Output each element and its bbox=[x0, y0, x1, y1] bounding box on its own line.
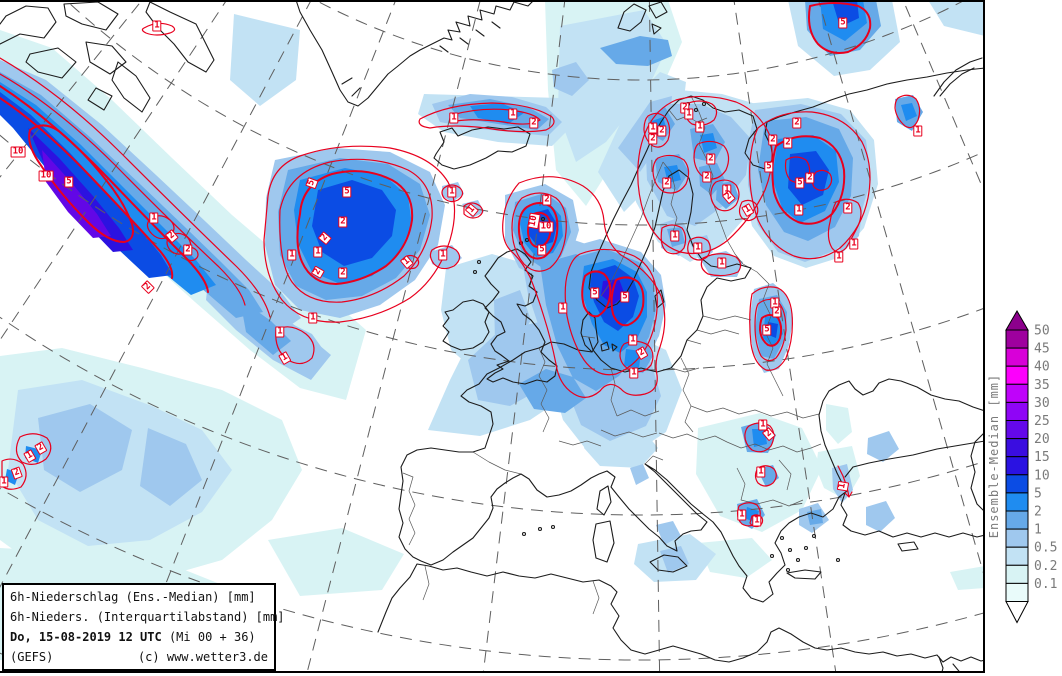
svg-text:2: 2 bbox=[1034, 505, 1042, 520]
precipitation-layer bbox=[0, 0, 985, 668]
svg-text:20: 20 bbox=[1034, 432, 1050, 447]
colorbar: 50 45 40 35 30 25 20 15 10 5 2 1 0.5 0.2 0.1 bbox=[1000, 308, 1062, 648]
svg-text:30: 30 bbox=[1034, 396, 1050, 411]
run-datetime: Do, 15-08-2019 12 UTC bbox=[10, 630, 162, 644]
svg-text:25: 25 bbox=[1034, 414, 1050, 429]
info-line-datetime: Do, 15-08-2019 12 UTC (Mi 00 + 36) bbox=[10, 630, 268, 644]
info-line-iqr: 6h-Nieders. (Interquartilabstand) [mm] bbox=[10, 610, 285, 624]
model-name: (GEFS) bbox=[10, 650, 54, 664]
svg-text:50: 50 bbox=[1034, 324, 1050, 339]
copyright: (c) www.wetter3.de bbox=[137, 650, 268, 664]
svg-text:0.2: 0.2 bbox=[1034, 559, 1057, 574]
forecast-step: (Mi 00 + 36) bbox=[168, 630, 256, 644]
svg-text:1: 1 bbox=[1034, 523, 1042, 538]
svg-text:0.1: 0.1 bbox=[1034, 577, 1057, 592]
svg-text:0.5: 0.5 bbox=[1034, 541, 1057, 556]
svg-text:35: 35 bbox=[1034, 378, 1050, 393]
svg-text:5: 5 bbox=[1034, 486, 1042, 501]
map-frame bbox=[0, 0, 985, 673]
info-line-median: 6h-Niederschlag (Ens.-Median) [mm] bbox=[10, 590, 256, 604]
colorbar-title: Ensemble-Median [mm] bbox=[987, 373, 1001, 539]
info-line-model: (GEFS) (c) www.wetter3.de bbox=[10, 650, 268, 664]
info-box: 6h-Niederschlag (Ens.-Median) [mm] 6h-Ni… bbox=[2, 583, 285, 671]
svg-text:15: 15 bbox=[1034, 450, 1050, 465]
svg-text:40: 40 bbox=[1034, 360, 1050, 375]
country-borders bbox=[402, 95, 822, 615]
svg-text:10: 10 bbox=[1034, 468, 1050, 483]
svg-text:45: 45 bbox=[1034, 342, 1050, 357]
